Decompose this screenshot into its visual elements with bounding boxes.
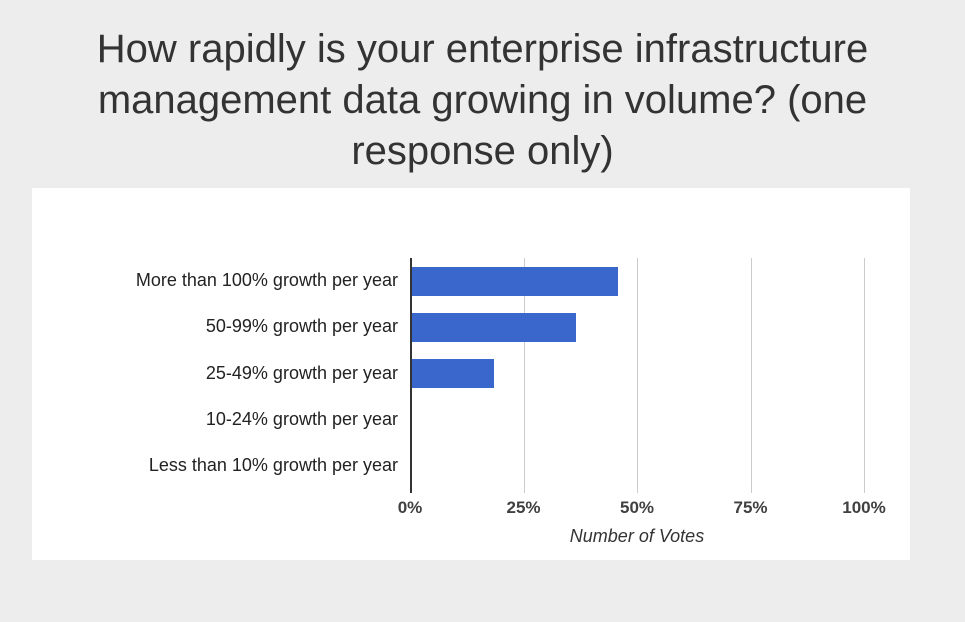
gridline-100%	[864, 258, 865, 493]
category-labels-column: More than 100% growth per year 50-99% gro…	[32, 258, 398, 489]
x-tick-label: 0%	[397, 498, 423, 517]
category-label: More than 100% growth per year	[135, 270, 398, 291]
gridline-25%	[523, 258, 525, 493]
chart-card: More than 100% growth per year 50-99% gro…	[32, 188, 910, 560]
x-axis-title: Number of Votes	[569, 526, 705, 546]
gridline-75%	[750, 258, 752, 493]
bar	[411, 359, 494, 388]
x-tick-label: 100%	[842, 498, 886, 517]
category-label: Less than 10% growth per year	[148, 454, 398, 475]
y-axis-line	[410, 258, 412, 493]
chart-title: How rapidly is your enterprise infrastru…	[96, 27, 869, 173]
x-tick-label: 75%	[733, 498, 768, 517]
category-label: 10-24% growth per year	[205, 408, 398, 429]
category-label: 25-49% growth per year	[205, 362, 398, 383]
gridline-50%	[637, 258, 638, 493]
bar	[411, 312, 577, 342]
bar	[411, 266, 618, 296]
category-label: 50-99% growth per year	[205, 316, 398, 337]
plot-area	[410, 258, 865, 493]
x-tick-label: 50%	[619, 498, 655, 517]
x-tick-label: 25%	[506, 498, 541, 517]
